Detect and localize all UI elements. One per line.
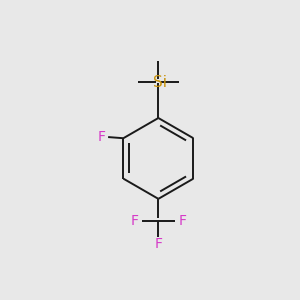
Text: F: F <box>98 130 106 144</box>
Text: F: F <box>178 214 186 228</box>
Text: F: F <box>130 214 138 228</box>
Text: Si: Si <box>152 75 167 90</box>
Text: F: F <box>154 237 162 251</box>
